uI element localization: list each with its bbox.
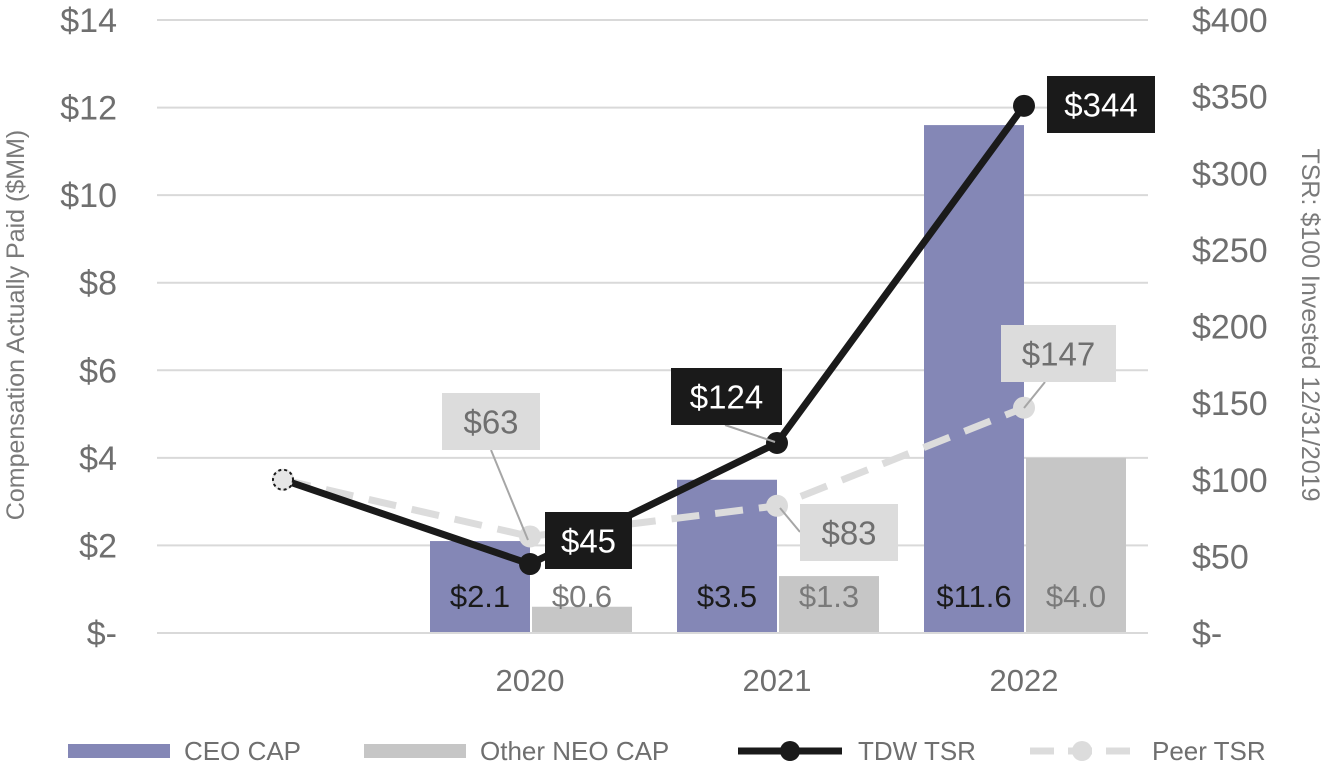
legend-ceo-label: CEO CAP bbox=[184, 736, 301, 766]
tdw-tsr-callout-box bbox=[545, 512, 632, 569]
peer-tsr-line bbox=[282, 404, 1026, 540]
right-axis-ticks: $- $50 $100 $150 $200 $250 $300 $350 $400 bbox=[1192, 2, 1268, 653]
left-axis-title: Compensation Actually Paid ($MM) bbox=[2, 130, 30, 520]
ceo-cap-label: $11.6 bbox=[936, 579, 1011, 614]
right-tick-label: $250 bbox=[1192, 232, 1268, 270]
peer-tsr-callout-label: $147 bbox=[1022, 336, 1095, 373]
ceo-cap-label: $2.1 bbox=[450, 579, 510, 614]
left-tick-label: $14 bbox=[60, 2, 117, 40]
peer-tsr-callout-label: $83 bbox=[821, 515, 876, 552]
legend: CEO CAP Other NEO CAP TDW TSR Peer TSR bbox=[68, 736, 1266, 766]
left-axis-ticks: $- $2 $4 $6 $8 $10 $12 $14 bbox=[60, 2, 117, 653]
tdw-tsr-point bbox=[766, 431, 788, 454]
left-tick-label: $10 bbox=[60, 177, 117, 215]
x-tick-label: 2020 bbox=[496, 663, 565, 698]
right-tick-label: $- bbox=[1192, 615, 1222, 653]
right-tick-label: $400 bbox=[1192, 2, 1268, 40]
right-tick-label: $100 bbox=[1192, 462, 1268, 500]
right-tick-label: $150 bbox=[1192, 385, 1268, 423]
legend-tdw-label: TDW TSR bbox=[858, 736, 976, 766]
tsr-lines bbox=[272, 94, 1035, 576]
peer-tsr-callout-box bbox=[800, 504, 898, 561]
legend-ceo-swatch bbox=[68, 744, 170, 758]
neo-cap-bar bbox=[779, 576, 879, 633]
tsr-callouts: $63 $45 $83 $124 $147 $344 bbox=[442, 76, 1155, 569]
right-tick-label: $300 bbox=[1192, 155, 1268, 193]
tdw-tsr-point bbox=[1013, 94, 1035, 117]
peer-tsr-callout-box bbox=[1001, 325, 1116, 382]
neo-cap-bar bbox=[1026, 457, 1126, 633]
left-tick-label: $8 bbox=[79, 265, 117, 303]
right-axis-title: TSR: $100 Invested 12/31/2019 bbox=[1296, 148, 1324, 501]
start-point bbox=[272, 468, 294, 491]
left-tick-label: $6 bbox=[79, 352, 117, 390]
peer-tsr-leader-line bbox=[490, 449, 529, 541]
peer-tsr-leader-line bbox=[779, 507, 801, 533]
neo-cap-label: $0.6 bbox=[552, 579, 612, 614]
tdw-tsr-point bbox=[519, 553, 541, 576]
peer-tsr-callout-box bbox=[442, 393, 540, 450]
left-tick-label: $2 bbox=[79, 527, 117, 565]
tdw-tsr-callout-box bbox=[1047, 76, 1155, 133]
tdw-tsr-callout-label: $124 bbox=[690, 379, 763, 416]
legend-tdw-marker bbox=[780, 741, 800, 761]
legend-neo-label: Other NEO CAP bbox=[480, 736, 669, 766]
peer-tsr-leader-line bbox=[1023, 381, 1046, 409]
legend-peer-marker bbox=[1072, 741, 1092, 761]
tdw-tsr-callout-box bbox=[671, 368, 782, 425]
x-tick-label: 2022 bbox=[990, 663, 1059, 698]
neo-cap-label: $1.3 bbox=[799, 579, 859, 614]
tdw-tsr-callout-label: $45 bbox=[561, 523, 616, 560]
x-axis-ticks: 2020 2021 2022 bbox=[496, 663, 1059, 698]
peer-tsr-callout-label: $63 bbox=[463, 404, 518, 441]
right-tick-label: $200 bbox=[1192, 309, 1268, 347]
x-tick-label: 2021 bbox=[743, 663, 812, 698]
left-tick-label: $4 bbox=[79, 440, 117, 478]
left-tick-label: $- bbox=[87, 615, 117, 653]
legend-neo-swatch bbox=[364, 744, 466, 758]
neo-cap-bar bbox=[532, 606, 632, 633]
right-tick-label: $350 bbox=[1192, 79, 1268, 117]
legend-peer-label: Peer TSR bbox=[1152, 736, 1266, 766]
ceo-cap-label: $3.5 bbox=[697, 579, 757, 614]
tdw-tsr-line bbox=[281, 103, 1027, 568]
tdw-tsr-callout-label: $344 bbox=[1064, 87, 1137, 124]
gridlines bbox=[157, 19, 1148, 547]
neo-cap-label: $4.0 bbox=[1046, 579, 1106, 614]
tdw-tsr-leader-line bbox=[724, 424, 776, 443]
right-tick-label: $50 bbox=[1192, 538, 1249, 576]
left-tick-label: $12 bbox=[60, 90, 117, 128]
